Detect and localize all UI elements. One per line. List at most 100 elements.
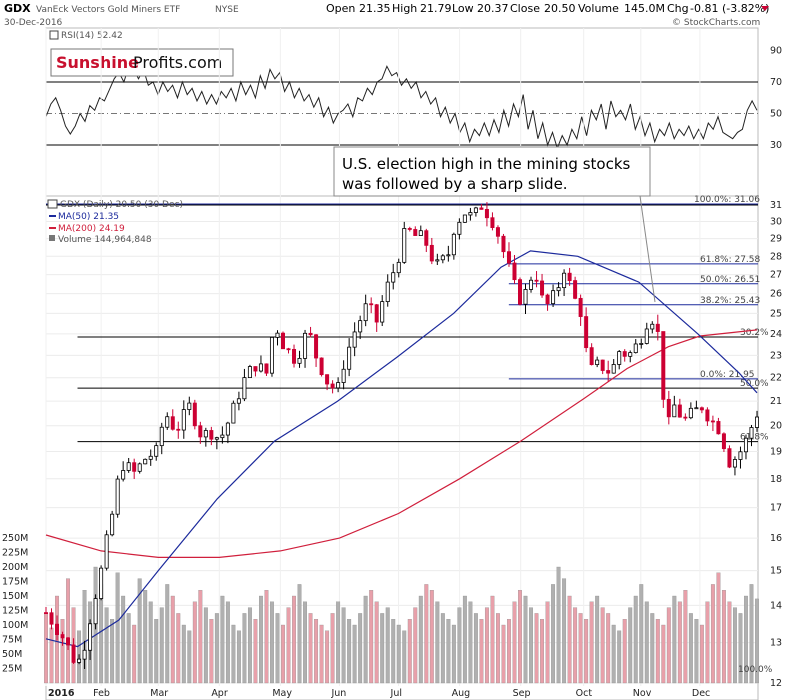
volume-bar xyxy=(236,630,241,684)
volume-bar xyxy=(292,595,296,684)
candle-body xyxy=(148,455,153,460)
candle-body xyxy=(132,462,137,472)
volume-bar xyxy=(440,613,445,684)
volume-axis: 250M 225M 200M 175M 150M 125M 100M 75M 50M 25M xyxy=(2,533,28,675)
volume-bar xyxy=(165,584,170,684)
candle-body xyxy=(413,229,418,236)
candle-body xyxy=(644,328,649,344)
volume-bar xyxy=(606,613,611,684)
price-axis: 31 30 29 28 27 26 25 24 23 22 21 20 19 18 17 16 15 14 13 12 xyxy=(770,200,782,689)
candle-body xyxy=(66,637,71,646)
volume-bar xyxy=(628,607,633,684)
fib-level-label: 38.2%: 25.43 xyxy=(700,296,760,306)
legend-ma50: MA(50) 21.35 xyxy=(58,212,119,222)
volume-bar xyxy=(738,613,743,684)
volume-bar xyxy=(374,601,379,684)
volume-bar xyxy=(49,627,54,684)
volume-bar xyxy=(721,590,726,684)
candle-body xyxy=(699,407,704,411)
volume-bar xyxy=(705,601,710,684)
candle-body xyxy=(385,281,390,303)
date-tick-label: Sep xyxy=(513,688,531,699)
volume-bar xyxy=(556,566,561,684)
candle-body xyxy=(694,407,699,410)
candle-body xyxy=(253,366,258,372)
volume-bar xyxy=(611,624,616,684)
volume-bar xyxy=(473,613,478,684)
candle-body xyxy=(236,398,241,404)
candle-body xyxy=(672,404,677,418)
volume-bar xyxy=(573,607,578,684)
candle-body xyxy=(473,207,478,213)
candle-body xyxy=(286,348,291,351)
rsi-tick-label: 30 xyxy=(770,140,782,151)
fib-level-label: 61.8%: 27.58 xyxy=(700,255,761,265)
volume-bar xyxy=(385,607,390,684)
candle-body xyxy=(495,227,500,237)
candle-body xyxy=(418,230,423,236)
volume-bar xyxy=(159,607,164,684)
volume-bar xyxy=(694,619,699,684)
candle-body xyxy=(137,463,142,472)
volume-bar xyxy=(424,584,429,684)
price-tick-label: 27 xyxy=(770,270,782,281)
close-value: 20.50 xyxy=(544,2,576,15)
volume-tick-label: 25M xyxy=(2,664,22,675)
date-tick-label: Nov xyxy=(633,688,652,699)
rsi-axis: 90 70 50 30 xyxy=(770,46,782,152)
candle-body xyxy=(198,425,203,438)
candle-body xyxy=(573,280,578,299)
date-axis: 2016 Feb Mar Apr May Jun Jul Aug Sep Oct Nov Dec xyxy=(48,688,710,699)
volume-tick-label: 150M xyxy=(2,591,28,602)
legend-volume: Volume 144,964,848 xyxy=(58,235,152,245)
volume-tick-label: 75M xyxy=(2,635,22,646)
candle-body xyxy=(170,416,175,430)
price-tick-label: 19 xyxy=(770,447,782,458)
candle-body xyxy=(154,445,159,457)
candle-body xyxy=(540,280,545,296)
chart-header: GDX VanEck Vectors Gold Miners ETF NYSE … xyxy=(4,2,769,28)
volume-bar xyxy=(699,624,704,684)
candle-body xyxy=(512,262,517,281)
rsi-tick-label: 50 xyxy=(770,109,782,120)
candle-body xyxy=(666,398,671,418)
candle-body xyxy=(562,272,567,289)
volume-tick-label: 125M xyxy=(2,606,28,617)
date-tick-label: Oct xyxy=(576,688,593,699)
volume-bars xyxy=(44,566,759,684)
candle-body xyxy=(468,212,473,216)
volume-bar xyxy=(589,601,594,684)
candle-body xyxy=(721,433,726,450)
date-tick-label: Mar xyxy=(150,688,168,699)
volume-bar xyxy=(110,619,115,684)
candle-body xyxy=(462,214,467,223)
volume-bar xyxy=(507,619,511,684)
candle-body xyxy=(319,357,324,376)
volume-bar xyxy=(479,619,484,684)
volume-bar xyxy=(617,630,622,684)
volume-bar xyxy=(181,624,186,684)
volume-bar xyxy=(198,590,203,684)
volume-bar xyxy=(253,619,258,684)
candle-body xyxy=(192,402,197,427)
volume-bar xyxy=(402,630,407,684)
volume-bar xyxy=(104,607,109,684)
candle-body xyxy=(705,409,710,422)
volume-bar xyxy=(330,613,335,684)
volume-bar xyxy=(523,595,528,684)
candle-body xyxy=(683,416,688,419)
volume-bar xyxy=(259,595,263,684)
candle-body xyxy=(165,416,170,428)
candle-body xyxy=(688,407,693,419)
candle-body xyxy=(82,649,87,660)
candle-body xyxy=(280,332,285,350)
price-tick-label: 22 xyxy=(770,373,782,384)
high-label: High xyxy=(392,2,417,15)
candle-body xyxy=(303,332,308,359)
candle-body xyxy=(545,294,550,305)
volume-bar xyxy=(484,607,489,684)
legend-series: GDX (Daily) 20.50 (30 Dec) xyxy=(60,200,183,210)
legend-ma200: MA(200) 24.19 xyxy=(58,224,125,234)
volume-bar xyxy=(749,584,754,684)
candle-body xyxy=(402,228,407,263)
